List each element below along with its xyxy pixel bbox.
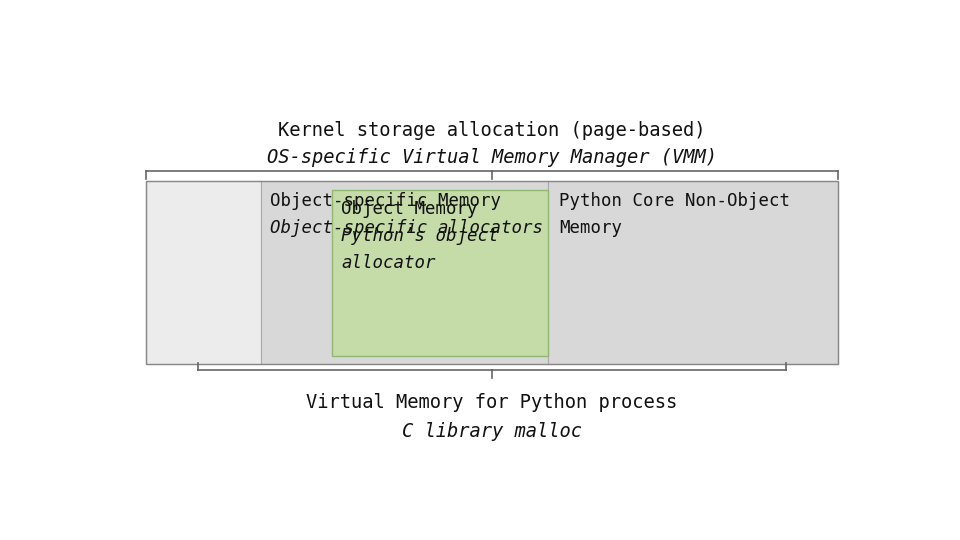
Text: Object-specific allocators: Object-specific allocators: [271, 219, 543, 237]
Bar: [548, 181, 838, 364]
Text: Object Memory: Object Memory: [341, 200, 477, 218]
Text: Object-specific Memory: Object-specific Memory: [271, 192, 501, 210]
Bar: [146, 181, 838, 364]
Text: C library malloc: C library malloc: [402, 422, 582, 441]
Text: OS-specific Virtual Memory Manager (VMM): OS-specific Virtual Memory Manager (VMM): [267, 147, 717, 167]
Text: Virtual Memory for Python process: Virtual Memory for Python process: [306, 393, 678, 412]
Bar: [261, 181, 548, 364]
Bar: [146, 181, 261, 364]
Bar: [332, 190, 548, 356]
Text: Python Core Non-Object: Python Core Non-Object: [559, 192, 790, 210]
Text: Python’s object: Python’s object: [341, 227, 498, 245]
Text: Memory: Memory: [559, 219, 622, 237]
Text: Kernel storage allocation (page-based): Kernel storage allocation (page-based): [278, 120, 706, 140]
Text: allocator: allocator: [341, 254, 436, 272]
